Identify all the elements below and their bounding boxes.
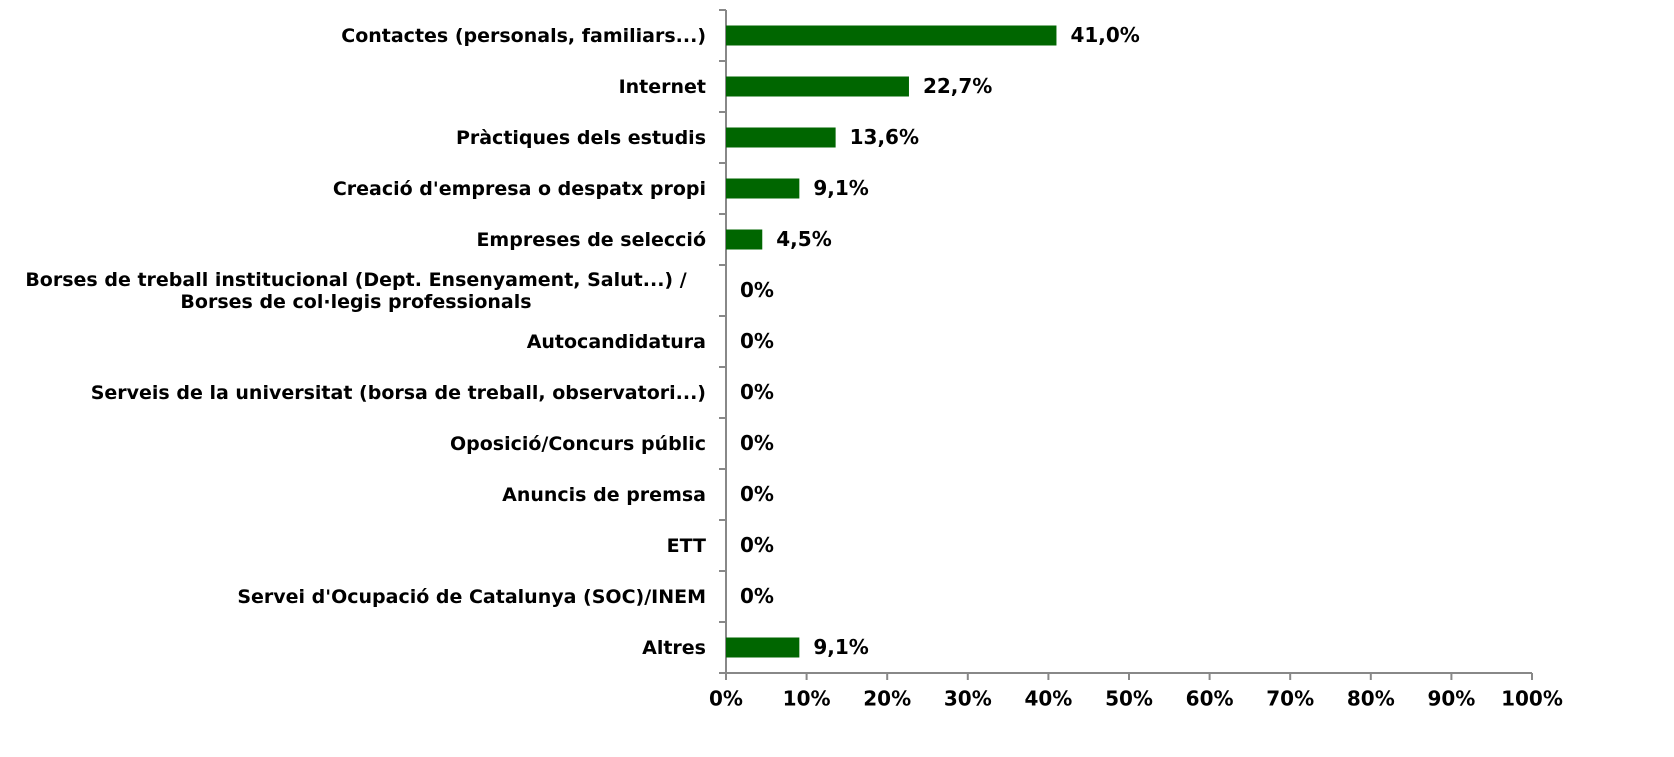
value-label: 0% <box>740 278 774 302</box>
bar <box>726 637 800 658</box>
value-label: 0% <box>740 380 774 404</box>
category-label: Borses de treball institucional (Dept. E… <box>25 268 687 313</box>
x-tick-label: 0% <box>709 687 743 711</box>
category-label: Anuncis de premsa <box>502 483 706 506</box>
x-tick-label: 30% <box>944 687 992 711</box>
value-label: 0% <box>740 482 774 506</box>
value-label: 0% <box>740 533 774 557</box>
value-label: 41,0% <box>1070 23 1139 47</box>
bar <box>726 25 1057 46</box>
value-label: 0% <box>740 584 774 608</box>
bar <box>726 229 763 250</box>
category-label: Creació d'empresa o despatx propi <box>332 177 706 200</box>
x-tick-label: 50% <box>1105 687 1153 711</box>
bar <box>726 127 836 148</box>
x-tick-label: 90% <box>1427 687 1475 711</box>
value-label: 22,7% <box>923 74 992 98</box>
category-label: ETT <box>666 534 706 557</box>
value-label: 13,6% <box>850 125 919 149</box>
value-label: 0% <box>740 431 774 455</box>
x-tick-label: 60% <box>1186 687 1234 711</box>
value-label: 0% <box>740 329 774 353</box>
category-label: Serveis de la universitat (borsa de treb… <box>90 381 706 404</box>
category-label: Contactes (personals, familiars...) <box>341 24 706 47</box>
x-tick-label: 40% <box>1024 687 1072 711</box>
category-label: Oposició/Concurs públic <box>449 432 706 455</box>
value-label: 9,1% <box>813 635 868 659</box>
category-label: Altres <box>642 636 706 659</box>
category-label: Autocandidatura <box>526 330 706 353</box>
x-tick-label: 10% <box>783 687 831 711</box>
x-tick-label: 80% <box>1347 687 1395 711</box>
bar <box>726 76 909 97</box>
category-label: Pràctiques dels estudis <box>455 126 706 149</box>
value-label: 4,5% <box>776 227 831 251</box>
value-label: 9,1% <box>813 176 868 200</box>
category-label: Empreses de selecció <box>476 228 706 251</box>
category-label: Internet <box>618 75 706 98</box>
x-tick-label: 70% <box>1266 687 1314 711</box>
x-tick-label: 100% <box>1501 687 1563 711</box>
bar <box>726 178 800 199</box>
x-tick-label: 20% <box>863 687 911 711</box>
category-label: Servei d'Ocupació de Catalunya (SOC)/INE… <box>237 585 706 608</box>
